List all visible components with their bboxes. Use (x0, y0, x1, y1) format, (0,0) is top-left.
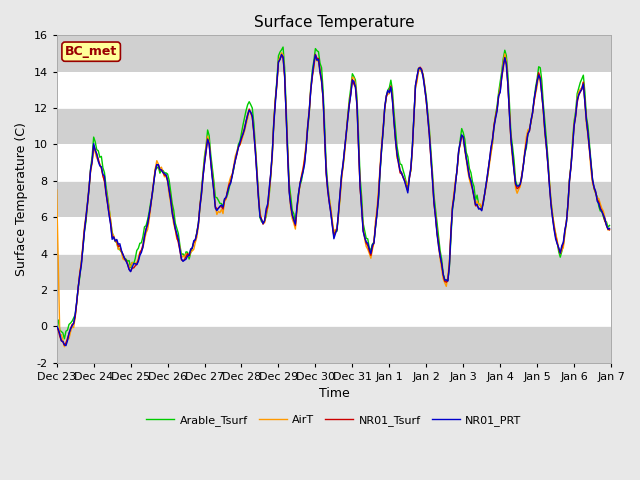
Arable_Tsurf (219, 204, 227, 209)
NR01_PRT (578, 86, 586, 92)
Text: BC_met: BC_met (65, 45, 117, 58)
NR01_Tsurf (53, 324, 61, 330)
Arable_Tsurf (298, 178, 305, 183)
NR01_PRT (605, 226, 613, 231)
AirT (237, 138, 245, 144)
Arable_Tsurf (237, 130, 245, 136)
Legend: Arable_Tsurf, AirT, NR01_Tsurf, NR01_PRT: Arable_Tsurf, AirT, NR01_Tsurf, NR01_PRT (142, 411, 526, 431)
AirT (578, 85, 586, 91)
Arable_Tsurf (61, 336, 68, 342)
AirT (219, 211, 227, 216)
NR01_Tsurf (247, 109, 255, 115)
NR01_Tsurf (122, 257, 130, 263)
AirT (122, 258, 130, 264)
NR01_PRT (298, 175, 305, 180)
NR01_Tsurf (219, 206, 227, 212)
Arable_Tsurf (578, 76, 586, 82)
NR01_Tsurf (296, 181, 304, 187)
Title: Surface Temperature: Surface Temperature (253, 15, 414, 30)
Bar (57, 36, 611, 72)
Line: Arable_Tsurf: Arable_Tsurf (57, 47, 609, 339)
NR01_Tsurf (605, 227, 613, 233)
NR01_Tsurf (61, 343, 68, 348)
NR01_PRT (62, 343, 70, 348)
NR01_PRT (122, 258, 130, 264)
NR01_Tsurf (578, 87, 586, 93)
Bar (57, 108, 611, 144)
AirT (247, 110, 255, 116)
NR01_PRT (219, 204, 227, 210)
Bar (57, 253, 611, 290)
NR01_PRT (53, 323, 61, 329)
Arable_Tsurf (605, 223, 613, 228)
Line: NR01_PRT: NR01_PRT (57, 54, 609, 346)
Line: AirT: AirT (57, 53, 609, 347)
X-axis label: Time: Time (319, 387, 349, 400)
Bar (57, 326, 611, 363)
Arable_Tsurf (247, 102, 255, 108)
Bar (57, 181, 611, 217)
NR01_PRT (237, 135, 245, 141)
NR01_Tsurf (237, 136, 245, 142)
Line: NR01_Tsurf: NR01_Tsurf (57, 54, 609, 346)
AirT (53, 187, 61, 193)
Arable_Tsurf (53, 320, 61, 326)
AirT (278, 50, 285, 56)
NR01_Tsurf (312, 51, 319, 57)
Y-axis label: Surface Temperature (C): Surface Temperature (C) (15, 122, 28, 276)
Arable_Tsurf (279, 44, 287, 50)
AirT (605, 227, 613, 232)
NR01_PRT (247, 109, 255, 115)
Arable_Tsurf (122, 256, 130, 262)
NR01_PRT (278, 51, 285, 57)
AirT (61, 344, 68, 349)
AirT (298, 172, 305, 178)
